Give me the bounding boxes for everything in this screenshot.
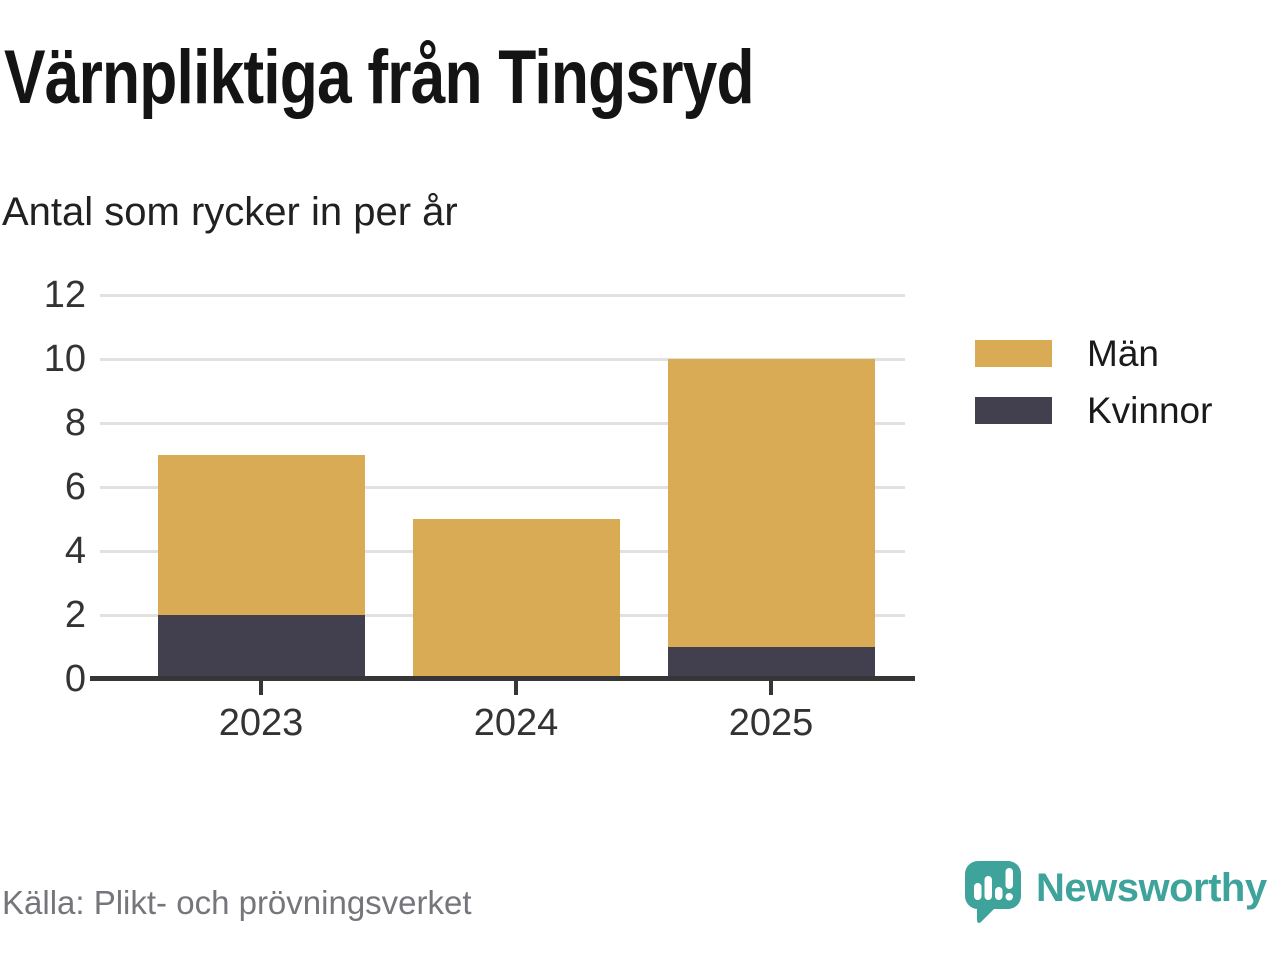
legend-item-män: Män <box>975 333 1212 374</box>
legend-swatch-män <box>975 340 1052 367</box>
gridline-y-12 <box>100 293 905 297</box>
chart-subtitle: Antal som rycker in per år <box>2 190 458 234</box>
legend-item-kvinnor: Kvinnor <box>975 390 1213 431</box>
y-axis-label-8: 8 <box>64 402 86 444</box>
x-axis-tick-2023 <box>259 681 263 695</box>
brand-name: Newsworthy <box>1036 866 1267 910</box>
y-axis-label-0: 0 <box>64 658 86 700</box>
plot-area: 0 2 4 6 8 10 12 2023 2024 2025 <box>44 276 915 744</box>
x-axis-label-2025: 2025 <box>728 702 814 744</box>
gridline-y-6 <box>100 485 905 489</box>
y-axis-label-2: 2 <box>64 594 86 636</box>
x-axis-label-2024: 2024 <box>473 702 559 744</box>
legend-swatch-kvinnor <box>975 397 1052 424</box>
chart-title: Värnpliktiga från Tingsryd <box>4 35 755 120</box>
y-axis-label-4: 4 <box>64 530 86 572</box>
legend: Män Kvinnor <box>975 333 1213 454</box>
y-axis-label-6: 6 <box>64 466 86 508</box>
gridline-y-10 <box>100 357 905 361</box>
x-axis-line <box>90 676 915 681</box>
y-axis-label-12: 12 <box>43 274 86 316</box>
bar-segment-män-2024 <box>412 519 620 679</box>
bar-segment-kvinnor-2023 <box>157 615 365 679</box>
source-note: Källa: Plikt- och prövningsverket <box>2 884 472 921</box>
bar-chart-speech-bubble-icon <box>964 861 1021 923</box>
x-axis-tick-2025 <box>769 681 773 695</box>
bar-segment-kvinnor-2025 <box>667 647 875 679</box>
x-axis-label-2023: 2023 <box>218 702 304 744</box>
y-axis-label-10: 10 <box>43 338 86 380</box>
x-axis-tick-2024 <box>514 681 518 695</box>
legend-label-män: Män <box>1087 333 1159 374</box>
bar-segment-män-2023 <box>157 455 365 615</box>
bar-segment-män-2025 <box>667 359 875 647</box>
brand-logo: Newsworthy <box>964 860 1267 924</box>
gridline-y-8 <box>100 421 905 425</box>
legend-label-kvinnor: Kvinnor <box>1087 390 1213 431</box>
